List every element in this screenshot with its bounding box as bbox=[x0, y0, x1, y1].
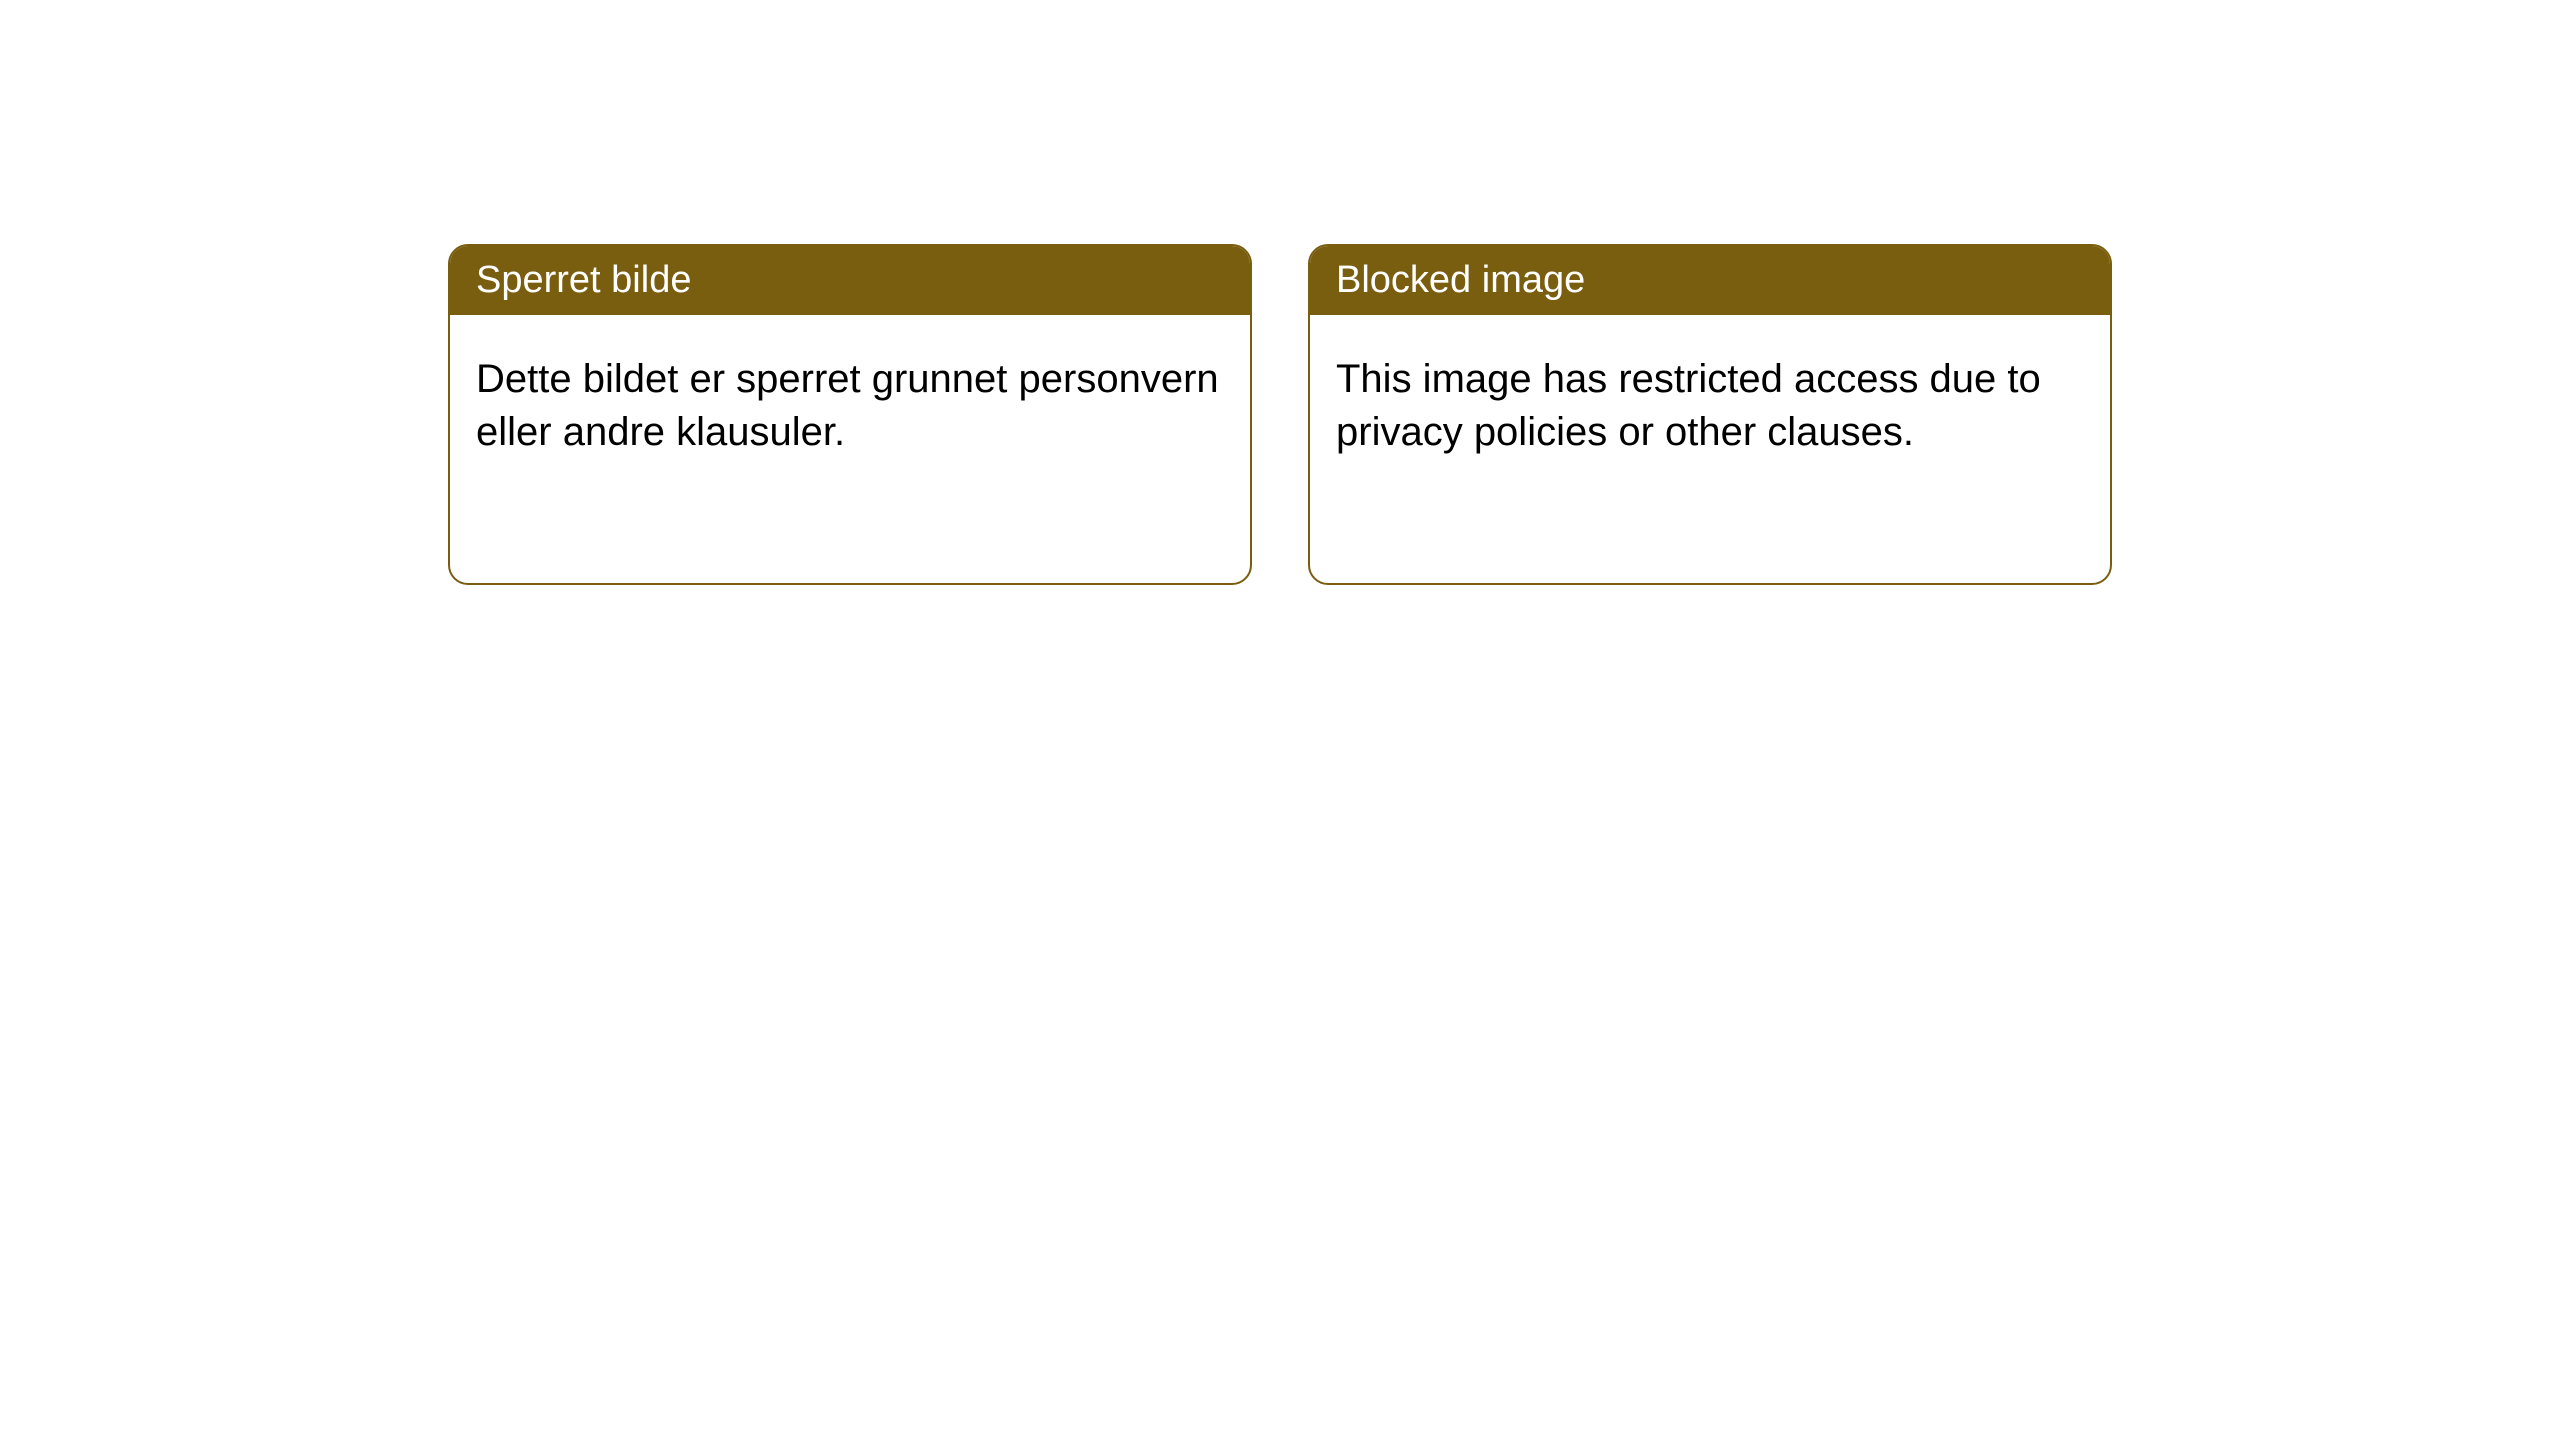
card-body: This image has restricted access due to … bbox=[1310, 315, 2110, 583]
card-header: Sperret bilde bbox=[450, 246, 1250, 315]
card-body: Dette bildet er sperret grunnet personve… bbox=[450, 315, 1250, 583]
notice-container: Sperret bilde Dette bildet er sperret gr… bbox=[448, 244, 2112, 585]
notice-card-english: Blocked image This image has restricted … bbox=[1308, 244, 2112, 585]
card-header: Blocked image bbox=[1310, 246, 2110, 315]
notice-card-norwegian: Sperret bilde Dette bildet er sperret gr… bbox=[448, 244, 1252, 585]
